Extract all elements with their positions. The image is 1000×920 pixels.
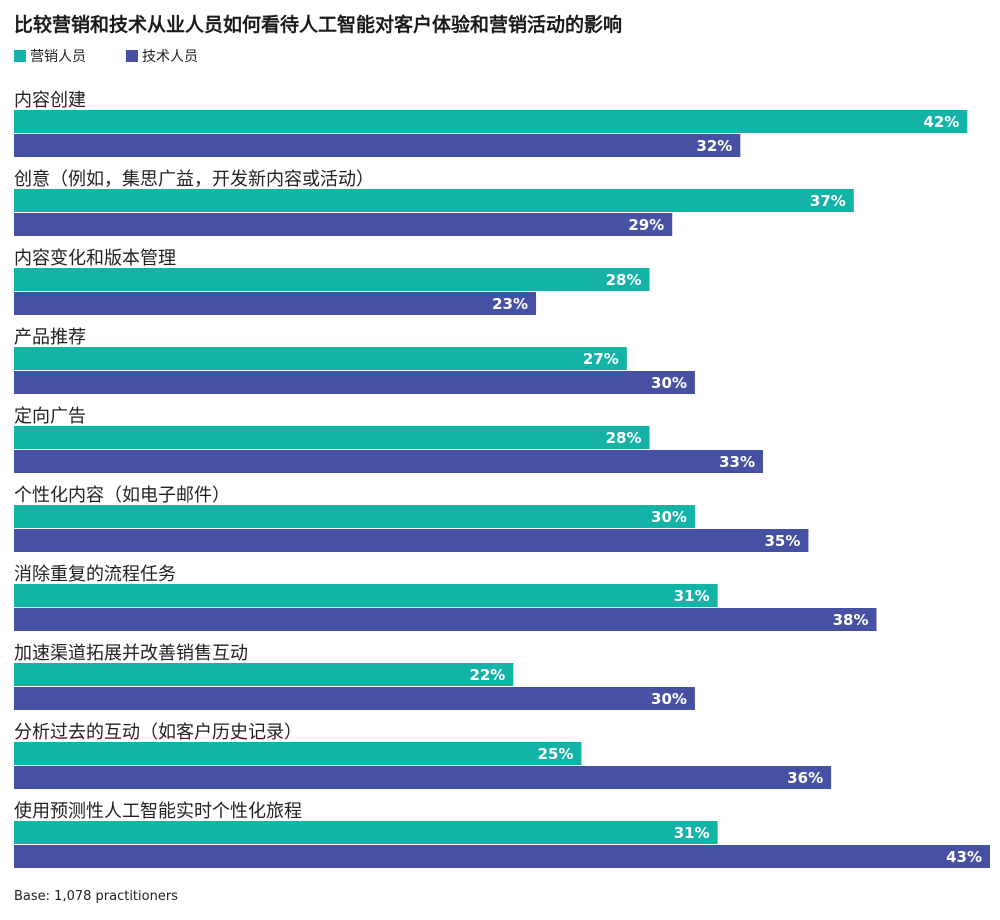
category-label: 使用预测性人工智能实时个性化旅程 (14, 801, 302, 822)
bar-chart: 内容创建 42% 32% 创意（例如，集思广益，开发新内容或活动） 37% 29% 内容变化… (14, 90, 990, 868)
value-label: 30% (651, 374, 687, 392)
category-label: 个性化内容（如电子邮件） (14, 485, 230, 506)
bar-tech (14, 371, 695, 394)
value-label: 32% (696, 137, 732, 155)
legend-swatch-marketing (14, 50, 26, 62)
bar-marketing (14, 347, 627, 370)
legend-label-marketing: 营销人员 (30, 49, 86, 65)
legend-item-marketing: 营销人员 (14, 46, 86, 66)
bar-tech (14, 213, 673, 236)
bar-marketing (14, 268, 650, 291)
category-label: 产品推荐 (14, 327, 86, 348)
value-label: 28% (606, 429, 642, 447)
bar-tech (14, 608, 877, 631)
bar-marketing (14, 189, 854, 212)
category-label: 定向广告 (14, 406, 86, 427)
value-label: 30% (651, 508, 687, 526)
value-label: 30% (651, 690, 687, 708)
bar-tech (14, 450, 764, 473)
category-label: 创意（例如，集思广益，开发新内容或活动） (14, 169, 374, 190)
bar-tech (14, 845, 990, 868)
bar-marketing (14, 584, 718, 607)
bar-tech (14, 687, 695, 710)
legend-item-tech: 技术人员 (126, 46, 198, 66)
value-label: 29% (628, 216, 664, 234)
value-label: 37% (810, 192, 846, 210)
bar-marketing (14, 110, 968, 133)
value-label: 33% (719, 453, 755, 471)
category-label: 消除重复的流程任务 (14, 564, 176, 585)
value-label: 31% (674, 587, 710, 605)
bar-marketing (14, 426, 650, 449)
value-label: 25% (538, 745, 574, 763)
category-label: 加速渠道拓展并改善销售互动 (14, 643, 248, 664)
value-label: 27% (583, 350, 619, 368)
legend-swatch-tech (126, 50, 138, 62)
bar-tech (14, 134, 741, 157)
value-label: 28% (606, 271, 642, 289)
legend-label-tech: 技术人员 (142, 49, 198, 65)
value-label: 23% (492, 295, 528, 313)
bar-tech (14, 766, 832, 789)
value-label: 35% (765, 532, 801, 550)
category-label: 内容变化和版本管理 (14, 248, 176, 269)
bar-marketing (14, 663, 514, 686)
bar-tech (14, 292, 537, 315)
legend: 营销人员 技术人员 (14, 46, 238, 66)
value-label: 31% (674, 824, 710, 842)
value-label: 38% (833, 611, 869, 629)
value-label: 42% (923, 113, 959, 131)
bar-marketing (14, 821, 718, 844)
bar-tech (14, 529, 809, 552)
chart-title: 比较营销和技术从业人员如何看待人工智能对客户体验和营销活动的影响 (14, 14, 623, 36)
category-label: 内容创建 (14, 90, 86, 111)
category-label: 分析过去的互动（如客户历史记录） (14, 722, 302, 743)
value-label: 43% (946, 848, 982, 866)
bar-marketing (14, 505, 695, 528)
value-label: 36% (787, 769, 823, 787)
value-label: 22% (469, 666, 505, 684)
base-note: Base: 1,078 practitioners (14, 889, 178, 904)
bar-marketing (14, 742, 582, 765)
